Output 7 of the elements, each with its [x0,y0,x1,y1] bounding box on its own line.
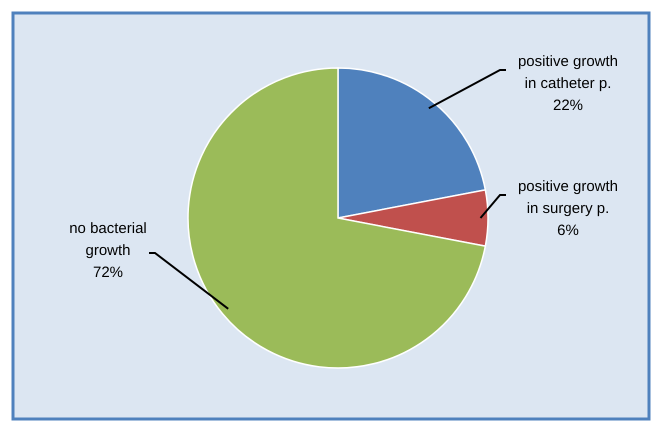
data-label: 22% [552,97,584,114]
slice-label: no bacterial growth [69,220,147,259]
data-label: 6% [557,222,579,239]
data-label: 72% [92,264,124,281]
slice-label: positive growth in catheter p. [518,53,618,92]
slice-label: positive growth in surgery p. [518,178,618,217]
pie-slice [187,67,486,369]
